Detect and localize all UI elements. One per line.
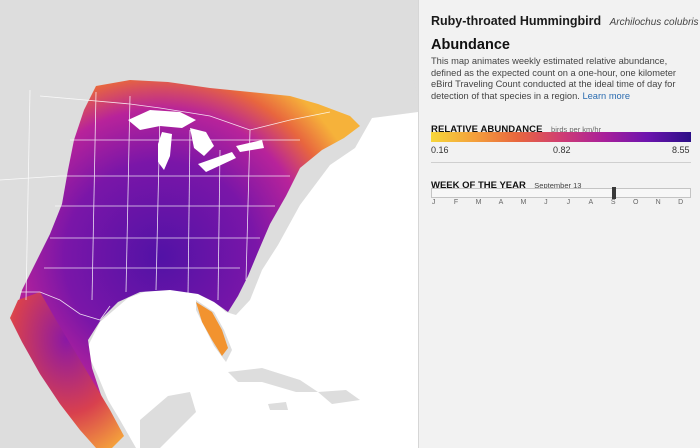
description-text: This map animates weekly estimated relat… [431,56,676,102]
map-canvas[interactable] [0,0,418,448]
month-label: D [678,199,684,206]
month-label: M [520,199,527,206]
month-label: A [498,199,504,206]
month-label: O [632,199,639,206]
jamaica-land [268,402,288,410]
week-heading: WEEK OF THE YEAR September 13 [431,175,581,193]
week-slider[interactable] [431,187,691,199]
abundance-range-mexico [10,292,124,448]
us-mexico-border [20,291,111,321]
month-label: A [588,199,594,206]
lake-michigan [158,132,172,170]
abundance-map[interactable] [0,0,418,448]
panel-divider [418,0,419,448]
section-divider [431,162,691,163]
yucatan-land [140,392,196,448]
month-label: J [566,199,571,206]
state-border [217,149,221,301]
abundance-range-florida [196,302,228,356]
state-border [0,175,61,181]
state-border [125,95,131,293]
legend-mid-value: 0.82 [553,145,571,155]
species-common-name: Ruby-throated Hummingbird [431,14,602,28]
abundance-description: This map animates weekly estimated relat… [431,56,693,103]
info-panel: Ruby-throated Hummingbird Archilochus co… [419,0,700,448]
state-border [155,111,161,291]
legend-title: RELATIVE ABUNDANCE [431,124,543,135]
state-border [245,129,251,281]
species-scientific-name: Archilochus colubris [609,17,699,28]
month-label: F [453,199,459,206]
section-title: Abundance [431,37,510,53]
month-label: J [431,199,436,206]
lake-superior [128,110,196,130]
lake-huron [190,128,214,156]
month-label: N [655,199,661,206]
legend-min-value: 0.16 [431,145,449,155]
state-border [187,129,191,297]
legend-heading: RELATIVE ABUNDANCE birds per km/hr [431,119,601,137]
week-slider-handle[interactable] [611,187,616,199]
lake-erie [198,152,236,172]
month-label: S [610,199,616,206]
abundance-range-main [16,80,360,420]
legend-units: birds per km/hr [551,125,602,134]
newfoundland-land [380,68,418,104]
political-borders [0,89,331,321]
state-border [91,91,97,301]
week-title: WEEK OF THE YEAR [431,180,526,191]
legend-max-value: 8.55 [672,145,690,155]
cuba-land [228,368,318,392]
week-date: September 13 [534,181,582,190]
learn-more-link[interactable]: Learn more [582,91,630,102]
species-header: Ruby-throated Hummingbird Archilochus co… [431,12,699,30]
abundance-color-scale [431,132,691,142]
abundance-overlay [10,80,360,448]
great-lakes [128,110,264,172]
lake-ontario [236,140,264,152]
month-label: J [544,199,548,206]
month-label: M [475,199,482,206]
state-border [25,89,31,301]
hispaniola-land [318,390,360,404]
